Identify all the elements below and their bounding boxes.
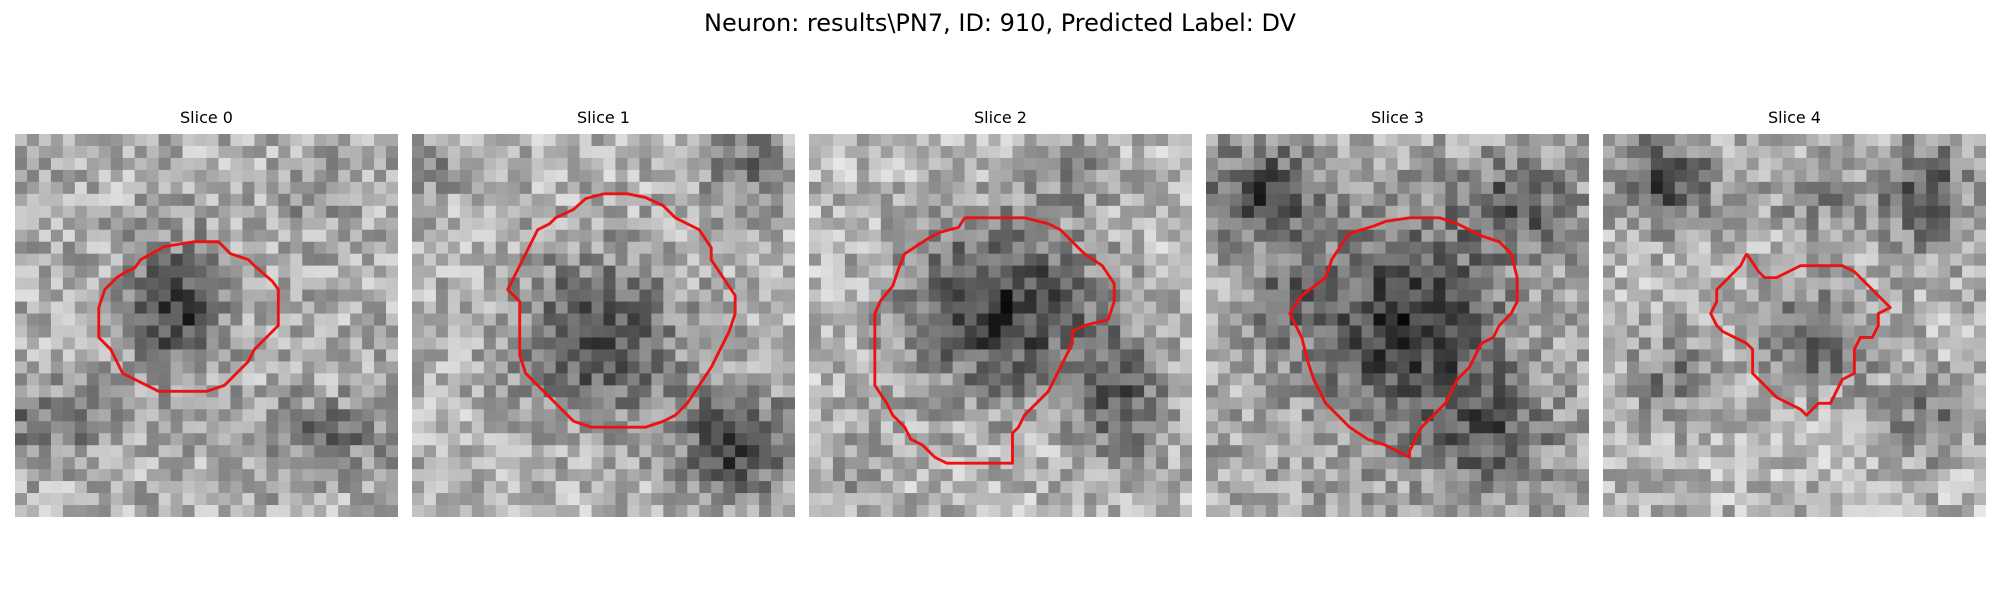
slice-panel-4: Slice 4 <box>1603 108 1986 517</box>
slice-image-2 <box>809 134 1192 517</box>
figure-title: Neuron: results\PN7, ID: 910, Predicted … <box>704 9 1296 37</box>
segmentation-contour-0 <box>97 240 280 393</box>
segmentation-contour-3 <box>1288 216 1519 459</box>
slice-title-3: Slice 3 <box>1371 108 1424 127</box>
slice-title-0: Slice 0 <box>180 108 233 127</box>
segmentation-contour-2 <box>873 216 1116 465</box>
slice-panel-0: Slice 0 <box>15 108 398 517</box>
slice-title-1: Slice 1 <box>577 108 630 127</box>
slice-panel-2: Slice 2 <box>809 108 1192 517</box>
slice-image-0 <box>15 134 398 517</box>
slice-panel-3: Slice 3 <box>1206 108 1589 517</box>
slice-image-3 <box>1206 134 1589 517</box>
segmentation-contour-1 <box>506 192 737 429</box>
slice-title-2: Slice 2 <box>974 108 1027 127</box>
segmentation-contour-4 <box>1709 252 1892 417</box>
slice-panel-1: Slice 1 <box>412 108 795 517</box>
slice-image-1 <box>412 134 795 517</box>
slice-title-4: Slice 4 <box>1768 108 1821 127</box>
slice-image-4 <box>1603 134 1986 517</box>
